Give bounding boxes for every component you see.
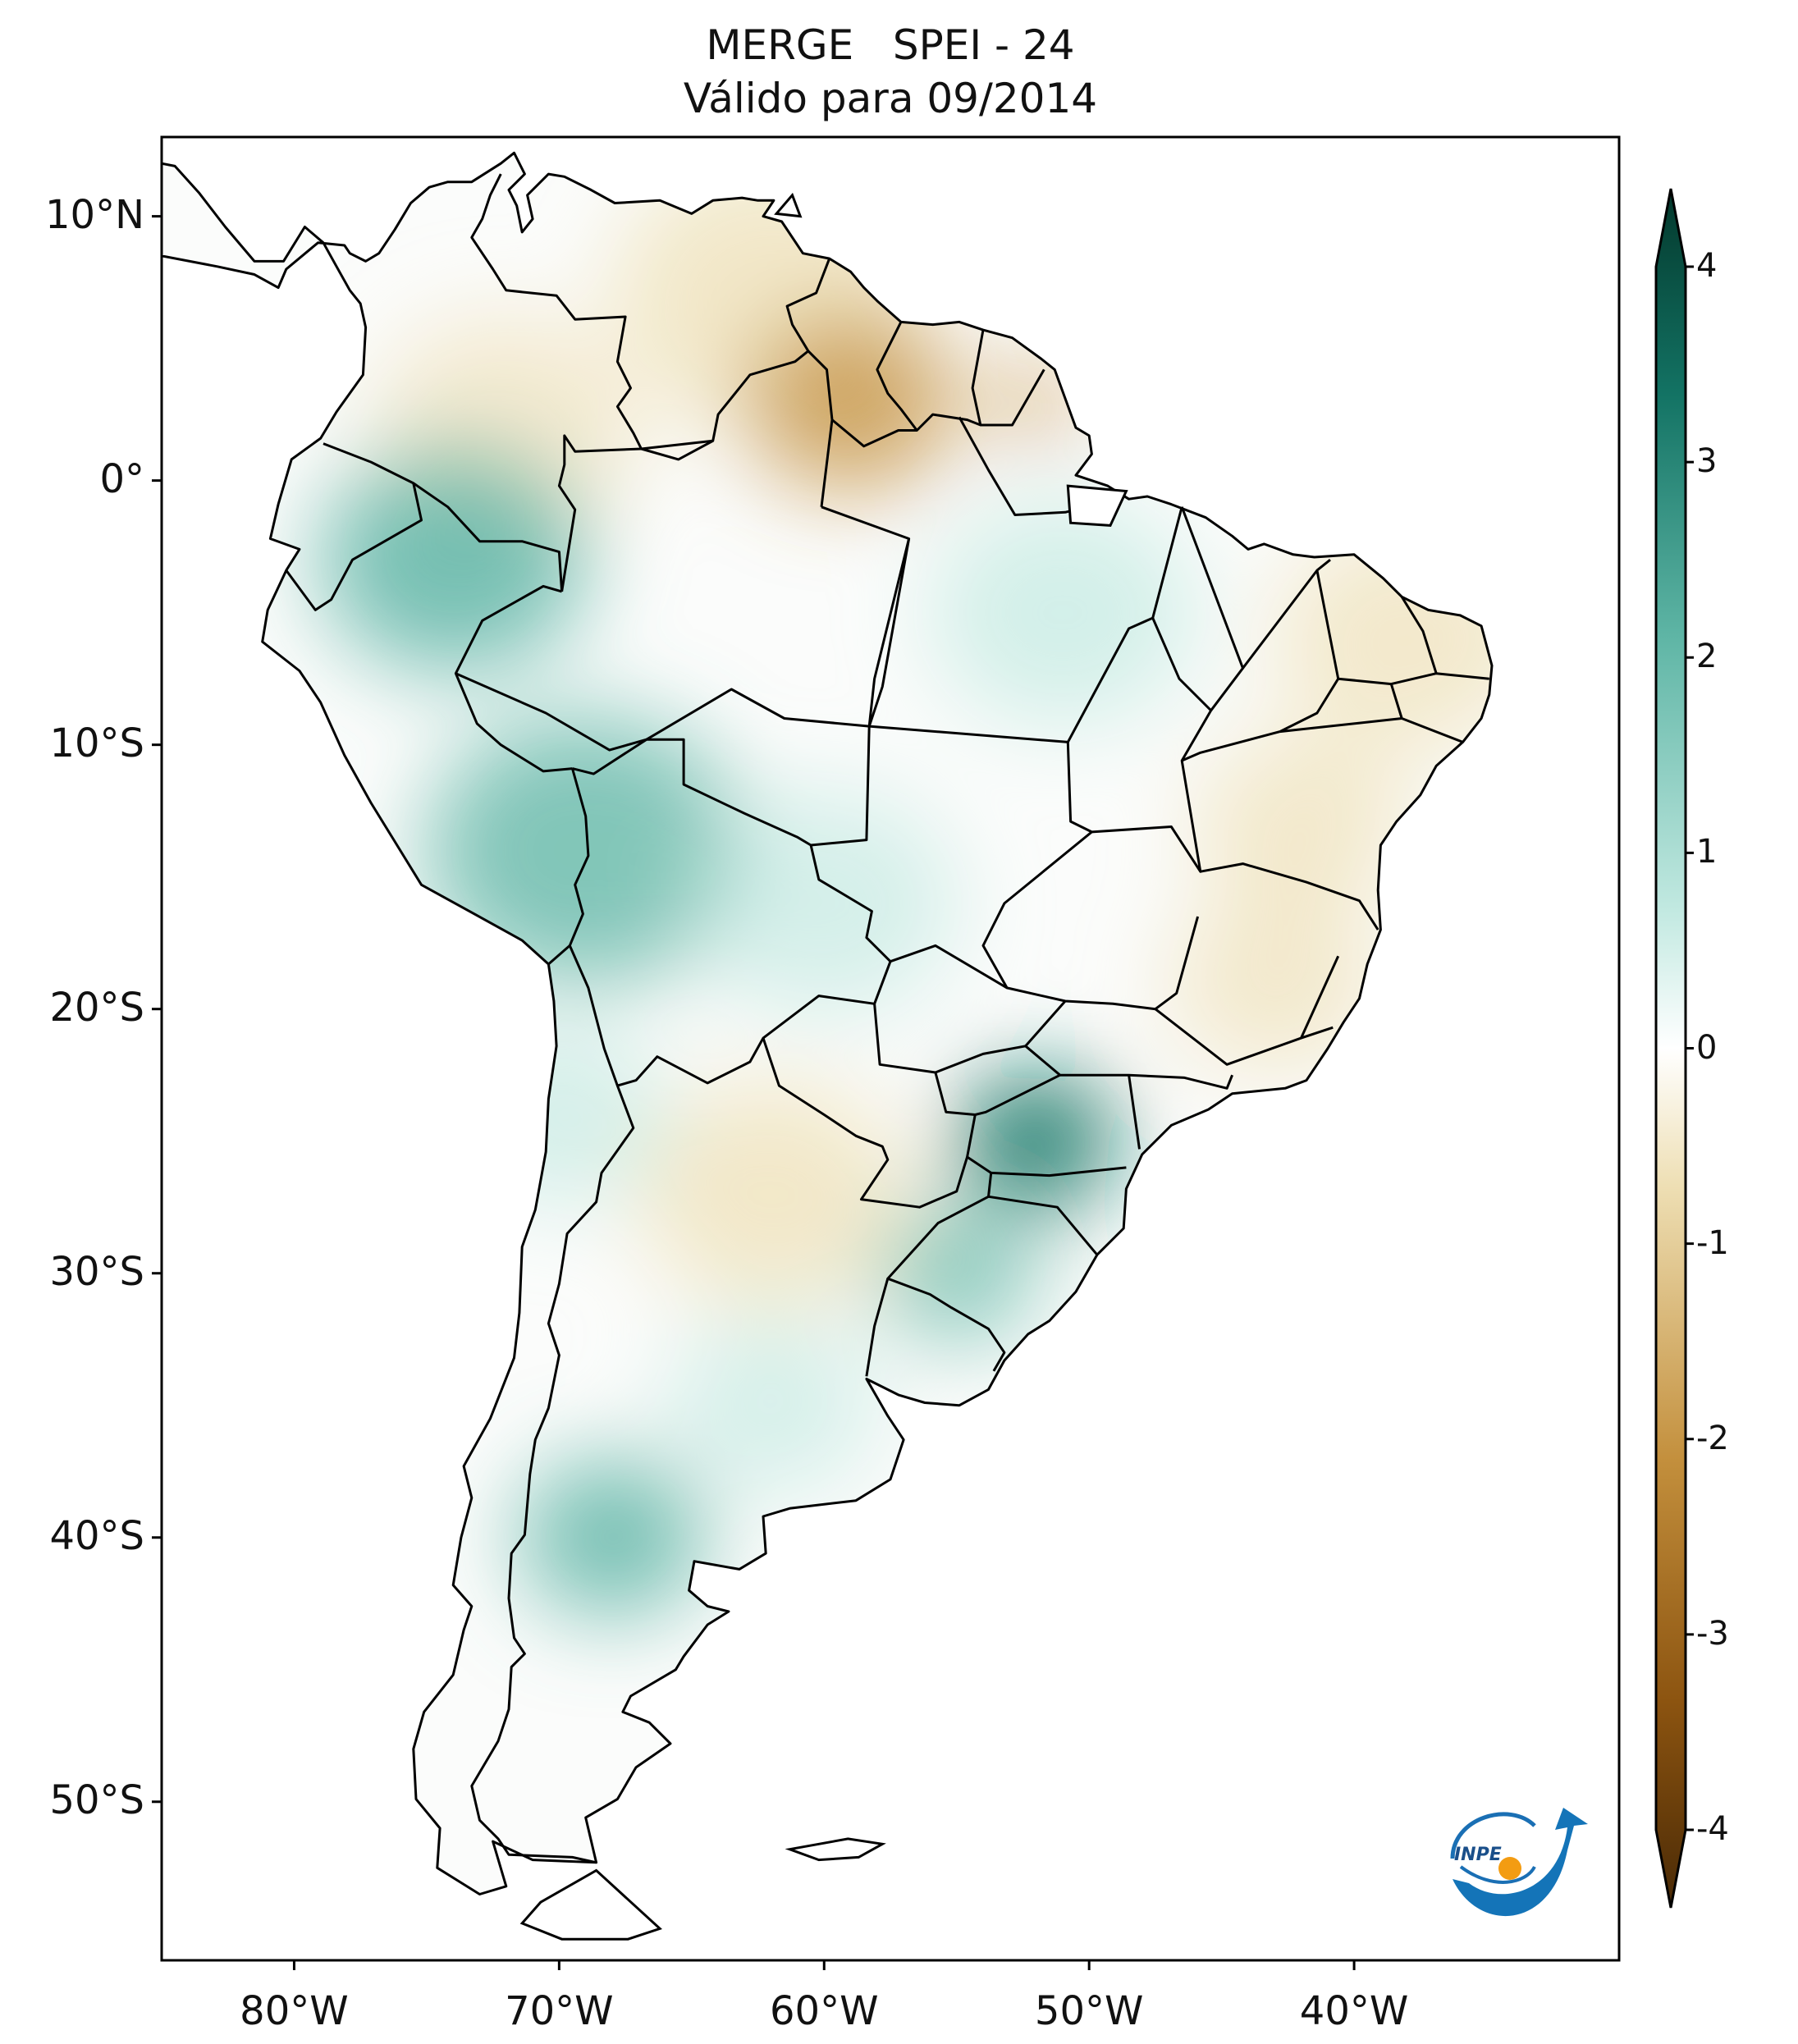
- island: [1066, 484, 1128, 527]
- spei-anomaly-patch: [519, 1458, 705, 1616]
- border-line: [285, 482, 423, 611]
- colorbar-tick-label: 4: [1696, 247, 1718, 285]
- border-line: [455, 672, 647, 752]
- inpe-logo: INPE: [1450, 1808, 1588, 1917]
- border-line: [1200, 862, 1379, 931]
- map-subtitle: Válido para 09/2014: [683, 75, 1098, 122]
- spei-anomaly-patch: [638, 1081, 904, 1307]
- coastline: [162, 151, 1494, 1895]
- spei-anomaly-patch: [320, 447, 586, 673]
- border-line: [1279, 717, 1402, 734]
- border-line: [974, 1073, 1061, 1116]
- colorbar-tick-label: 0: [1696, 1028, 1718, 1067]
- axis-ticks: [152, 215, 1356, 1970]
- border-line: [454, 584, 573, 773]
- spei-anomaly-patch: [744, 311, 957, 492]
- colorbar-tick-label: -1: [1696, 1223, 1729, 1262]
- lon-tick-label: 80°W: [240, 1988, 349, 2034]
- border-line: [470, 173, 643, 450]
- border-line: [323, 442, 564, 592]
- island: [785, 1837, 886, 1862]
- border-line: [557, 434, 642, 592]
- country-borders: [162, 151, 1494, 1895]
- lat-tick-label: 10°S: [49, 720, 144, 766]
- colorbar-tick-label: -3: [1696, 1614, 1729, 1653]
- lon-tick-label: 40°W: [1299, 1988, 1409, 2034]
- border-line: [1436, 672, 1489, 680]
- colorbar-tick-label: 2: [1696, 638, 1718, 676]
- border-line: [935, 1000, 1067, 1074]
- lat-tick-label: 0°: [99, 455, 144, 502]
- border-line: [641, 258, 831, 461]
- border-line: [641, 439, 713, 450]
- border-line: [876, 321, 918, 432]
- border-line: [1300, 955, 1340, 1039]
- border-line: [1181, 569, 1340, 762]
- colorbar-tick-label: 3: [1696, 442, 1718, 481]
- spei-anomaly-patch: [665, 1315, 877, 1496]
- lat-tick-label: 40°S: [49, 1512, 144, 1559]
- lon-tick-label: 70°W: [505, 1988, 614, 2034]
- spei-anomaly-patch: [1169, 892, 1381, 1073]
- lat-tick-label: 10°N: [45, 191, 144, 238]
- island: [519, 1868, 663, 1941]
- islands: [519, 192, 1128, 1941]
- lon-tick-label: 50°W: [1034, 1988, 1144, 2034]
- lat-tick-label: 30°S: [49, 1248, 144, 1295]
- inpe-logo-text: INPE: [1454, 1845, 1502, 1865]
- spei-anomaly-patch: [930, 500, 1196, 725]
- map-frame: [160, 135, 1621, 1962]
- spei-anomaly-patch: [1195, 734, 1407, 915]
- lon-tick-label: 60°W: [769, 1988, 879, 2034]
- lat-tick-label: 50°S: [49, 1776, 144, 1823]
- colorbar-tick-label: -2: [1696, 1419, 1729, 1457]
- border-line: [820, 419, 834, 507]
- border-line: [971, 329, 985, 426]
- border-line: [988, 1195, 1099, 1256]
- border-line: [886, 1155, 1006, 1372]
- border-line: [762, 1004, 977, 1209]
- border-line: [1024, 1045, 1233, 1090]
- spei-anomaly-patch: [876, 1205, 1036, 1342]
- border-line: [991, 1166, 1127, 1177]
- spei-anomaly-patch: [426, 715, 745, 986]
- border-line: [568, 944, 875, 1087]
- colorbar-tick-label: 1: [1696, 833, 1718, 871]
- border-line: [865, 1278, 890, 1377]
- colorbar-tick-label: -4: [1696, 1810, 1729, 1848]
- border-line: [810, 726, 871, 847]
- map-title: MERGE SPEI - 24: [706, 21, 1075, 69]
- border-line: [1128, 1074, 1141, 1150]
- border-line: [890, 944, 1008, 990]
- border-line: [470, 1085, 635, 1864]
- lat-tick-label: 20°S: [49, 984, 144, 1031]
- border-line: [1154, 1008, 1334, 1066]
- spei-anomaly-patch: [691, 790, 957, 1017]
- island: [774, 192, 803, 218]
- spei-anomaly-patch: [956, 1073, 1116, 1209]
